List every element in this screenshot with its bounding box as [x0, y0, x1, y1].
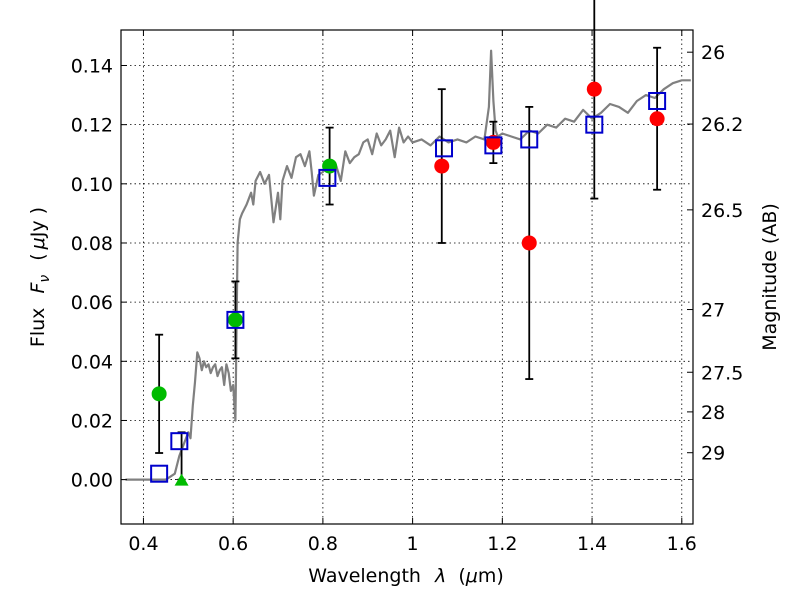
x-axis-title: Wavelength λ (μm) — [308, 565, 504, 587]
data-point-triangle — [174, 473, 189, 486]
data-point-circle — [649, 111, 665, 127]
svg-text:Magnitude (AB): Magnitude (AB) — [759, 203, 781, 351]
x-tick-label: 1 — [407, 533, 419, 555]
y2-tick-label: 27.5 — [701, 362, 743, 384]
data-point-square — [585, 115, 604, 134]
y-tick-label: 0.08 — [71, 233, 113, 255]
data-point-square — [648, 91, 667, 110]
y2-tick-label: 26.2 — [701, 114, 743, 136]
y2-tick-label: 29 — [701, 443, 725, 465]
data-point-square — [484, 136, 503, 155]
y2-axis-title: Magnitude (AB) — [759, 203, 781, 351]
x-tick-label: 1.2 — [487, 533, 517, 555]
data-point-circle — [521, 235, 537, 251]
x-tick-label: 1.6 — [667, 533, 697, 555]
x-axis: 0.4 0.6 0.8 1 1.2 1.4 1.6 — [128, 30, 697, 555]
y-tick-label: 0.06 — [71, 292, 113, 314]
y-tick-label: 0.12 — [71, 115, 113, 137]
data-point-square — [170, 432, 189, 451]
data-point-circle — [485, 134, 501, 150]
data-point-circle — [586, 81, 602, 97]
data-point-circle — [434, 158, 450, 174]
spectrum-line — [125, 49, 691, 481]
data-point-circle — [151, 386, 167, 402]
data-point-square — [520, 130, 539, 149]
y2-tick-label: 28 — [701, 402, 725, 424]
y2-tick-label: 26.5 — [701, 200, 743, 222]
data-point-square — [150, 464, 169, 483]
y-tick-label: 0.14 — [71, 55, 113, 77]
plot-frame — [120, 29, 694, 525]
x-tick-label: 1.4 — [577, 533, 607, 555]
plot-area — [121, 0, 693, 486]
x-tick-label: 0.6 — [218, 533, 248, 555]
y-tick-label: 0.02 — [71, 410, 113, 432]
y-axis-title: Flux Fν (μJy ) — [27, 207, 54, 347]
x-tick-label: 0.8 — [308, 533, 338, 555]
y2-tick-label: 27 — [701, 300, 725, 322]
svg-text:Flux Fν (μJy ): Flux Fν (μJy ) — [27, 207, 54, 347]
data-point-square — [318, 168, 337, 187]
data-point-square — [226, 310, 245, 329]
data-point-circle — [227, 312, 243, 328]
data-point-square — [435, 139, 454, 158]
grid — [121, 30, 693, 524]
y-tick-label: 0.10 — [71, 174, 113, 196]
x-tick-label: 0.4 — [128, 533, 158, 555]
y-tick-label: 0.04 — [71, 351, 113, 373]
y-tick-label: 0.00 — [71, 470, 113, 492]
y2-axis: 26 26.2 26.5 27 27.5 28 29 — [687, 42, 743, 465]
y2-tick-label: 26 — [701, 42, 725, 64]
y-axis: 0.00 0.02 0.04 0.06 0.08 0.10 0.12 0.14 — [71, 55, 127, 492]
